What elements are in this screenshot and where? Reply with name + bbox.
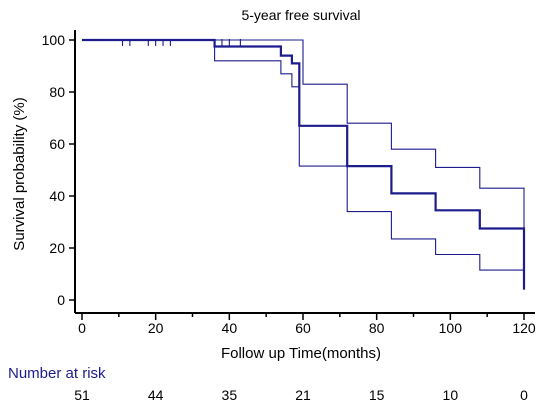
risk-count: 44 xyxy=(148,387,164,403)
plot-area xyxy=(82,38,526,290)
x-tick-label: 80 xyxy=(369,320,385,336)
x-axis-label: Follow up Time(months) xyxy=(221,345,381,362)
y-tick-label: 20 xyxy=(49,240,65,256)
risk-table-label: Number at risk xyxy=(8,365,106,382)
risk-count: 51 xyxy=(74,387,90,403)
risk-table: 51 44 35 21 15 10 0 xyxy=(74,387,528,403)
y-tick-label: 80 xyxy=(49,84,65,100)
x-tick-label: 20 xyxy=(148,320,164,336)
y-tick-label: 100 xyxy=(42,32,66,48)
x-tick-label: 40 xyxy=(222,320,238,336)
y-tick-label: 40 xyxy=(49,188,65,204)
x-tick-label: 120 xyxy=(512,320,536,336)
chart-title: 5-year free survival xyxy=(241,7,360,23)
x-tick-label: 0 xyxy=(78,320,86,336)
lower-confidence-curve xyxy=(82,39,525,290)
y-tick-label: 60 xyxy=(49,136,65,152)
x-tick-label: 100 xyxy=(439,320,463,336)
risk-count: 21 xyxy=(295,387,311,403)
survival-curve xyxy=(82,38,526,290)
upper-confidence-curve xyxy=(82,39,525,229)
risk-count: 15 xyxy=(369,387,385,403)
x-tick-label: 60 xyxy=(295,320,311,336)
risk-count: 10 xyxy=(443,387,459,403)
axes: 0 20 40 60 80 100 0 20 40 60 80 100 120 xyxy=(42,30,536,336)
y-tick-label: 0 xyxy=(57,292,65,308)
risk-count: 35 xyxy=(222,387,238,403)
y-axis-label: Survival probability (%) xyxy=(11,97,28,250)
risk-count: 0 xyxy=(520,387,528,403)
